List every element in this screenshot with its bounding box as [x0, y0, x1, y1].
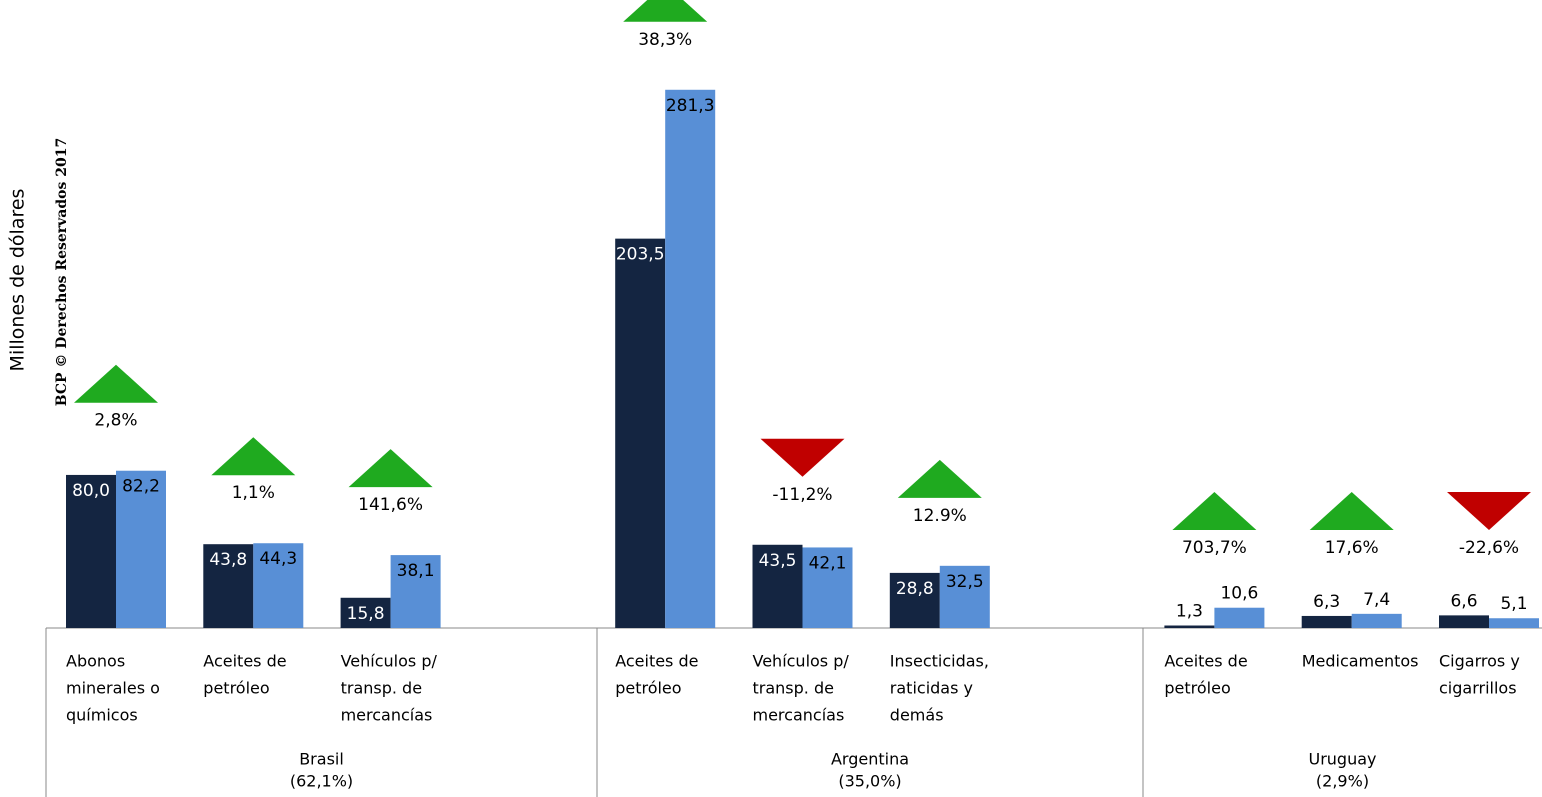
x-tick-label: transp. de [753, 679, 834, 698]
value-label: 32,5 [946, 572, 984, 592]
x-tick-label: mercancías [753, 706, 845, 725]
x-tick-label: Vehículos p/ [753, 652, 850, 671]
bar [1301, 615, 1352, 628]
value-label: 82,2 [122, 477, 160, 497]
bar [390, 555, 441, 628]
bar [116, 470, 166, 628]
x-tick-label: petróleo [615, 679, 681, 698]
change-arrow [1172, 492, 1257, 530]
change-label: -22,6% [1459, 538, 1519, 558]
group-label: (35,0%) [838, 772, 901, 791]
change-label: 1,1% [232, 483, 275, 503]
change-arrow [348, 449, 433, 488]
x-tick-label: raticidas y [890, 679, 973, 698]
value-label: 7,4 [1363, 590, 1390, 610]
x-tick-label: Insecticidas, [890, 652, 989, 671]
change-label: 2,8% [94, 411, 137, 431]
x-tick-label: petróleo [203, 679, 269, 698]
bar [615, 238, 666, 629]
change-label: -11,2% [772, 485, 832, 505]
change-label: 12.9% [913, 506, 967, 526]
value-label: 5,1 [1500, 594, 1527, 614]
x-tick-label: minerales o [66, 679, 160, 698]
x-tick-label: Vehículos p/ [341, 652, 438, 671]
x-tick-label: Abonos [66, 652, 125, 671]
value-label: 42,1 [809, 553, 847, 573]
change-arrow [1447, 492, 1531, 530]
group-label: Uruguay [1309, 750, 1377, 769]
bar [939, 565, 990, 628]
watermark: BCP © Derechos Reservados 2017 [54, 138, 70, 406]
value-label: 281,3 [666, 96, 715, 116]
x-tick-label: cigarrillos [1439, 679, 1517, 698]
value-label: 28,8 [896, 579, 934, 599]
value-label: 203,5 [616, 245, 665, 265]
value-label: 43,5 [759, 551, 797, 571]
x-tick-label: Aceites de [1164, 652, 1247, 671]
change-arrow [1309, 492, 1394, 530]
bar [1214, 607, 1265, 628]
group-label: Argentina [831, 750, 909, 769]
change-arrow [74, 364, 158, 403]
bar [665, 89, 716, 628]
change-arrow [897, 459, 982, 498]
bar [203, 544, 254, 628]
x-tick-label: transp. de [341, 679, 422, 698]
value-label: 15,8 [347, 604, 385, 624]
bar [66, 474, 116, 628]
group-label: (62,1%) [290, 772, 353, 791]
change-arrow [623, 0, 708, 22]
value-label: 44,3 [259, 549, 297, 569]
bar [1164, 625, 1215, 628]
value-label: 38,1 [397, 561, 435, 581]
value-label: 6,6 [1450, 591, 1477, 611]
value-label: 80,0 [72, 481, 110, 501]
group-label: (2,9%) [1316, 772, 1369, 791]
change-arrow [760, 438, 845, 477]
bar [340, 597, 391, 628]
x-tick-label: químicos [66, 706, 138, 725]
bar [1489, 618, 1539, 628]
y-axis-label: Millones de dólares [7, 189, 29, 372]
bar [802, 547, 853, 628]
x-tick-label: demás [890, 706, 944, 725]
x-tick-label: Aceites de [203, 652, 286, 671]
change-arrow [211, 437, 296, 476]
bar [1439, 615, 1489, 628]
bar [253, 543, 304, 628]
x-tick-label: Medicamentos [1302, 652, 1419, 671]
x-tick-label: Cigarros y [1439, 652, 1520, 671]
value-label: 1,3 [1176, 602, 1203, 622]
bar [889, 572, 940, 628]
x-tick-label: petróleo [1164, 679, 1230, 698]
change-label: 17,6% [1325, 538, 1379, 558]
change-label: 38,3% [638, 30, 692, 50]
bar [752, 544, 803, 628]
x-tick-label: Aceites de [615, 652, 698, 671]
value-label: 6,3 [1313, 592, 1340, 612]
x-tick-label: mercancías [341, 706, 433, 725]
bar [1351, 613, 1402, 628]
group-label: Brasil [299, 750, 344, 769]
value-label: 10,6 [1220, 584, 1258, 604]
change-label: 141,6% [358, 495, 423, 515]
value-label: 43,8 [209, 550, 247, 570]
change-label: 703,7% [1182, 538, 1247, 558]
